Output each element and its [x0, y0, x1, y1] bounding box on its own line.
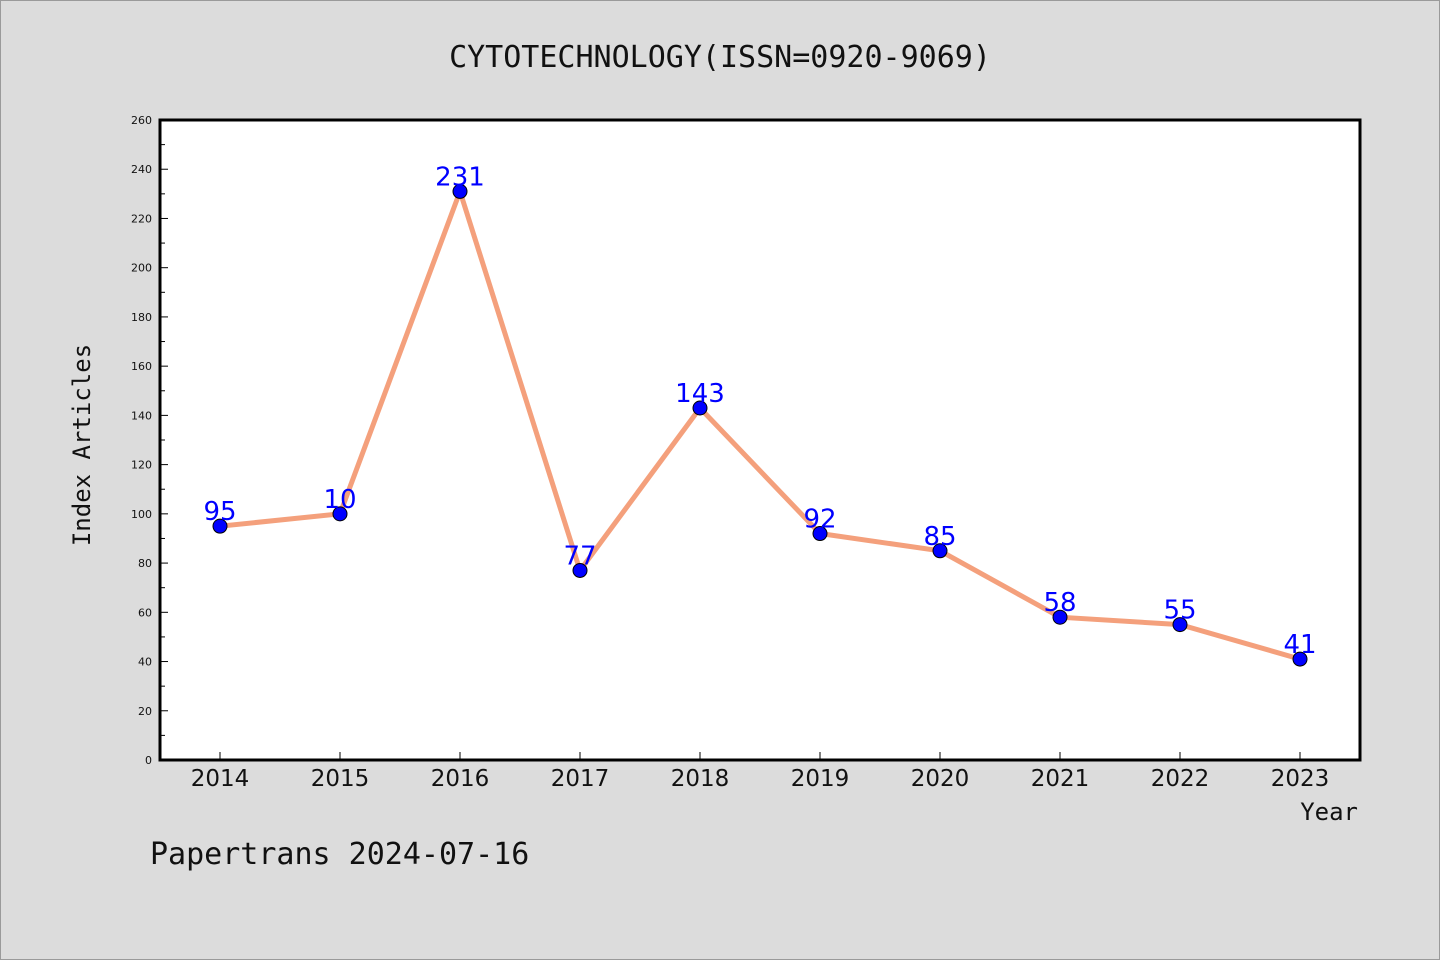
y-tick-label: 200: [131, 262, 152, 275]
x-tick-label: 2019: [791, 766, 850, 792]
data-point: [332, 506, 348, 522]
data-point: [812, 526, 828, 542]
data-point: [1292, 651, 1308, 667]
y-axis: 0 20 40 60 80 100 120 140 160 180 200 220 240 260: [131, 114, 168, 767]
x-tick-label: 2016: [431, 766, 490, 792]
data-point: [692, 400, 708, 416]
x-tick-label: 2020: [911, 766, 970, 792]
data-label: 143: [675, 379, 725, 409]
y-tick-label: 40: [138, 656, 152, 669]
x-tick-label: 2021: [1031, 766, 1090, 792]
y-axis-label: Index Articles: [68, 344, 96, 546]
data-label: 92: [803, 505, 836, 535]
y-tick-label: 80: [138, 557, 152, 570]
x-axis-label: Year: [1300, 798, 1358, 826]
x-tick-label: 2018: [671, 766, 730, 792]
data-label: 231: [435, 162, 485, 192]
data-point: [212, 518, 228, 534]
data-label: 41: [1283, 630, 1316, 660]
data-markers: [212, 183, 1308, 667]
x-tick-label: 2014: [191, 766, 250, 792]
data-labels: 95 10 231 77 143 92 85 58 55 41: [203, 162, 1316, 660]
data-point: [1052, 609, 1068, 625]
y-tick-label: 140: [131, 409, 152, 422]
y-tick-label: 60: [138, 606, 152, 619]
plot-area: [158, 118, 1362, 762]
data-point: [1172, 617, 1188, 633]
y-tick-label: 20: [138, 705, 152, 718]
x-tick-label: 2022: [1151, 766, 1210, 792]
data-label: 55: [1163, 596, 1196, 626]
x-tick-label: 2017: [551, 766, 610, 792]
y-tick-label: 100: [131, 508, 152, 521]
data-label: 85: [923, 522, 956, 552]
x-tick-label: 2015: [311, 766, 370, 792]
x-axis: 2014 2015 2016 2017 2018 2019 2020 2021 2022 2023: [191, 752, 1330, 792]
y-tick-label: 160: [131, 360, 152, 373]
y-tick-label: 220: [131, 212, 152, 225]
y-tick-label: 0: [145, 754, 152, 767]
data-point: [572, 562, 588, 578]
series-line: [219, 183, 1301, 662]
y-tick-label: 260: [131, 114, 152, 127]
x-tick-label: 2023: [1271, 766, 1330, 792]
y-tick-label: 240: [131, 163, 152, 176]
y-tick-label: 180: [131, 311, 152, 324]
chart-title: CYTOTECHNOLOGY(ISSN=0920-9069): [449, 40, 991, 75]
watermark-text: Papertrans 2024-07-16: [150, 837, 529, 872]
data-label: 95: [203, 497, 236, 527]
data-point: [452, 183, 468, 199]
data-label: 10: [323, 485, 356, 515]
data-point: [932, 543, 948, 559]
data-label: 77: [563, 541, 596, 571]
y-tick-label: 120: [131, 459, 152, 472]
data-label: 58: [1043, 588, 1076, 618]
